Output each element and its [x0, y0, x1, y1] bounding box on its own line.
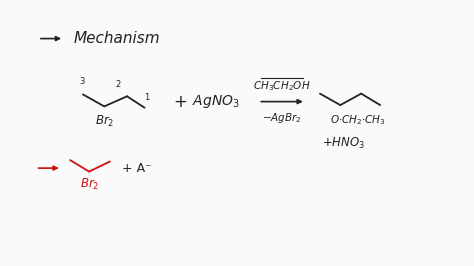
Text: $CH_3CH_2OH$: $CH_3CH_2OH$ [253, 79, 311, 93]
Text: $-AgBr_2$: $-AgBr_2$ [262, 111, 302, 124]
Text: 3: 3 [79, 77, 84, 86]
Text: $Br_2$: $Br_2$ [81, 177, 100, 192]
Text: AgNO$_3$: AgNO$_3$ [192, 93, 239, 110]
Text: $Br_2$: $Br_2$ [95, 114, 114, 128]
Text: 2: 2 [115, 80, 120, 89]
Text: $+ H NO_3$: $+ H NO_3$ [322, 136, 365, 151]
Text: +: + [173, 93, 187, 111]
Text: + A⁻: + A⁻ [122, 162, 152, 174]
Text: $O{\cdot}CH_2{\cdot}CH_3$: $O{\cdot}CH_2{\cdot}CH_3$ [330, 113, 386, 127]
Text: Mechanism: Mechanism [73, 31, 160, 46]
Text: 1: 1 [145, 93, 150, 102]
